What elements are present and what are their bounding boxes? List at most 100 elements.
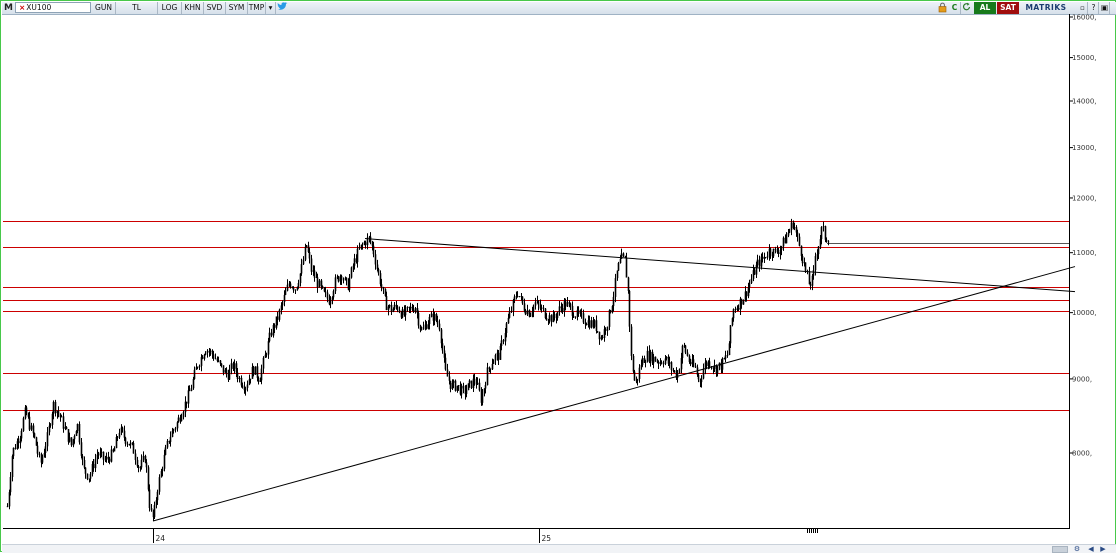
khn-button[interactable]: KHN — [182, 2, 204, 14]
candle-body — [147, 467, 150, 490]
candle-body — [46, 432, 49, 447]
currency-button[interactable]: TL — [116, 2, 158, 14]
candle — [560, 302, 563, 313]
candle-body — [417, 313, 420, 326]
candle-body — [409, 306, 412, 308]
candle-body — [769, 248, 772, 255]
candle — [206, 349, 209, 358]
scroll-right-icon[interactable]: ▶ — [1100, 545, 1106, 553]
candle-body — [38, 453, 41, 456]
candle — [196, 366, 199, 370]
candle — [475, 376, 478, 389]
candle — [646, 346, 649, 363]
candle-body — [387, 306, 390, 311]
twitter-icon[interactable] — [277, 2, 289, 14]
candle-body — [276, 316, 279, 320]
candle — [40, 452, 43, 468]
candle — [524, 308, 527, 316]
candle-body — [137, 466, 140, 469]
candle — [512, 298, 515, 317]
svd-button[interactable]: SVD — [204, 2, 226, 14]
candle — [496, 349, 499, 361]
candle-body — [262, 357, 265, 369]
candle — [198, 364, 201, 370]
candle — [816, 249, 819, 261]
help-icon[interactable]: ? — [1089, 2, 1099, 14]
candle-body — [464, 388, 467, 394]
buy-button[interactable]: AL — [974, 2, 996, 14]
restore-icon[interactable]: ▣ — [1100, 2, 1110, 14]
candle-body — [416, 308, 419, 314]
symbol-input[interactable]: ⨯XU100 — [15, 2, 91, 13]
candle — [190, 384, 193, 392]
candle-body — [64, 427, 67, 429]
candle-body — [652, 356, 655, 364]
candle-body — [612, 296, 615, 307]
candle-body — [347, 280, 350, 290]
candle-body — [793, 227, 796, 229]
candle — [726, 350, 729, 358]
candle-body — [803, 262, 806, 264]
candle — [534, 297, 537, 310]
candle — [787, 228, 790, 238]
candle — [161, 466, 164, 477]
candle — [803, 257, 806, 267]
minimize-icon[interactable]: ▫ — [1078, 2, 1088, 14]
candle — [776, 245, 779, 254]
refresh-icon[interactable] — [962, 2, 972, 14]
candle-body — [156, 491, 159, 501]
candle-body — [816, 254, 819, 257]
candle-body — [19, 438, 22, 444]
close-icon[interactable]: ⨯ — [19, 3, 26, 12]
candle — [771, 251, 774, 261]
candle — [60, 414, 63, 418]
candle-body — [203, 354, 206, 359]
scroll-left-icon[interactable]: ◀ — [1088, 545, 1094, 553]
candle-body — [356, 248, 359, 263]
candle-body — [324, 291, 327, 293]
candle — [443, 345, 446, 363]
sell-button[interactable]: SAT — [997, 2, 1019, 14]
candle-body — [604, 329, 607, 331]
candle-body — [139, 467, 142, 469]
candle-body — [161, 468, 164, 472]
log-button[interactable]: LOG — [158, 2, 182, 14]
candle — [49, 423, 52, 428]
candle — [683, 342, 686, 348]
candle — [168, 440, 171, 444]
candle — [16, 438, 19, 450]
candle-body — [398, 310, 401, 313]
candle-body — [88, 478, 91, 480]
candle — [280, 302, 283, 315]
candle — [392, 307, 395, 313]
candle — [9, 472, 12, 496]
candle-body — [238, 377, 241, 379]
candle — [800, 245, 803, 261]
candle-body — [473, 378, 476, 382]
sym-button[interactable]: SYM — [226, 2, 248, 14]
candle-body — [236, 372, 239, 379]
candle — [572, 312, 575, 318]
dropdown-arrow-icon[interactable]: ▾ — [266, 2, 276, 14]
candle-body — [43, 452, 46, 457]
candle-body — [684, 345, 687, 353]
candle — [768, 244, 771, 261]
lock-icon[interactable] — [938, 2, 948, 14]
candle — [409, 302, 412, 314]
candle-body — [585, 324, 588, 326]
candle-body — [124, 437, 127, 444]
c-button[interactable]: C — [949, 2, 961, 14]
candle-body — [686, 352, 689, 356]
candle — [363, 240, 366, 246]
candle-body — [14, 447, 17, 449]
candle — [326, 289, 329, 303]
settings-icon[interactable]: ⚙ — [1073, 545, 1081, 553]
candle — [128, 443, 131, 446]
candle — [664, 354, 667, 366]
period-button[interactable]: GUN — [92, 2, 116, 14]
candle — [403, 305, 406, 317]
candle — [78, 421, 81, 445]
candle — [388, 304, 391, 309]
tmp-button[interactable]: TMP — [248, 2, 266, 14]
